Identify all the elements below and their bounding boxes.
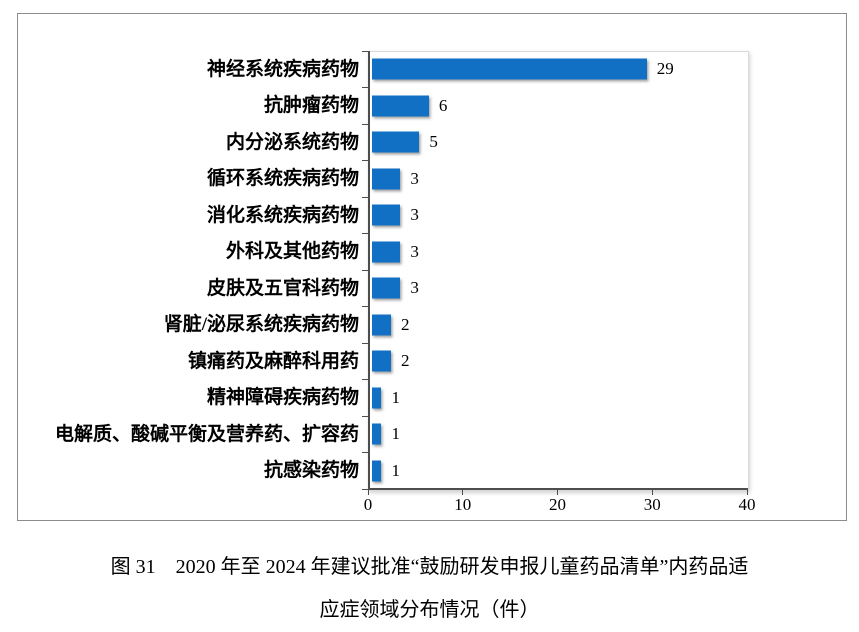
bar-track: 2: [370, 307, 844, 344]
x-axis-tick-label: 40: [738, 495, 756, 514]
bar[interactable]: [372, 131, 420, 153]
y-axis-tick: [362, 160, 369, 161]
y-axis-tick: [362, 306, 369, 307]
bar[interactable]: [372, 204, 401, 226]
bar-row: 神经系统疾病药物 29: [18, 51, 844, 88]
bar-row: 循环系统疾病药物 3: [18, 161, 844, 198]
bar[interactable]: [372, 460, 382, 482]
value-label: 3: [410, 168, 419, 188]
bar-row: 精神障碍疾病药物 1: [18, 380, 844, 417]
bar-row: 抗肿瘤药物 6: [18, 88, 844, 125]
x-axis-line: [368, 488, 748, 490]
plot-area: [368, 51, 749, 491]
figure-caption: 图 31 2020 年至 2024 年建议批准“鼓励研发申报儿童药品清单”内药品…: [0, 546, 859, 632]
bar-track: 6: [370, 88, 844, 125]
x-axis-tick-label: 10: [454, 495, 472, 514]
value-label: 1: [391, 460, 400, 480]
value-label: 3: [410, 241, 419, 261]
x-axis-tick-label: 0: [363, 495, 373, 514]
x-axis-tick: [557, 489, 558, 495]
y-axis-tick: [362, 415, 369, 417]
x-axis-tick-label: 30: [643, 495, 661, 514]
chart-frame: 神经系统疾病药物 29 抗肿瘤药物 6 内分泌系统药物 5 循环系统疾病药物 3 消化系统疾病药…: [17, 13, 847, 521]
y-axis-tick: [362, 50, 369, 52]
bar[interactable]: [372, 58, 647, 80]
category-label: 抗感染药物: [263, 460, 359, 482]
y-axis-tick: [362, 488, 369, 490]
y-axis-tick: [362, 87, 369, 88]
bar-track: 2: [370, 343, 844, 380]
x-axis-tick-label: 20: [549, 495, 566, 514]
bar-row: 镇痛药及麻醉科用药 2: [18, 343, 844, 380]
y-axis-tick: [362, 342, 369, 344]
bar-row: 内分泌系统药物 5: [18, 124, 844, 161]
x-axis-tick: [462, 489, 464, 495]
bar-rows: 神经系统疾病药物 29 抗肿瘤药物 6 内分泌系统药物 5 循环系统疾病药物 3 消化系统疾病药…: [18, 51, 844, 489]
bar[interactable]: [372, 314, 391, 336]
value-label: 2: [400, 351, 410, 371]
bar[interactable]: [372, 168, 401, 190]
category-label: 外科及其他药物: [225, 241, 359, 263]
bar-track: 3: [370, 197, 844, 234]
category-label: 内分泌系统药物: [225, 131, 359, 153]
y-axis-tick: [362, 123, 369, 125]
value-label: 29: [656, 59, 674, 79]
y-axis-line: [368, 51, 370, 489]
category-label: 皮肤及五官科药物: [206, 277, 359, 299]
bar-row: 外科及其他药物 3: [18, 234, 844, 271]
value-label: 3: [410, 205, 419, 225]
bar[interactable]: [372, 277, 401, 299]
x-axis-tick: [746, 489, 748, 495]
bar-row: 消化系统疾病药物 3: [18, 197, 844, 234]
caption-line-1: 图 31 2020 年至 2024 年建议批准“鼓励研发申报儿童药品清单”内药品…: [110, 556, 749, 578]
category-label: 消化系统疾病药物: [206, 204, 359, 226]
y-axis-tick: [362, 452, 369, 453]
bar[interactable]: [372, 387, 382, 409]
bar[interactable]: [372, 241, 401, 263]
value-label: 1: [391, 387, 400, 407]
category-label: 镇痛药及麻醉科用药: [187, 350, 359, 372]
value-label: 6: [438, 95, 448, 115]
category-label: 精神障碍疾病药物: [206, 387, 359, 409]
bar[interactable]: [372, 95, 429, 117]
value-label: 2: [400, 314, 410, 334]
value-label: 3: [410, 278, 419, 298]
y-axis-tick: [362, 379, 369, 380]
category-label: 循环系统疾病药物: [206, 168, 359, 190]
value-label: 5: [429, 132, 438, 152]
bar-track: 5: [370, 124, 844, 161]
bar-track: 3: [370, 161, 844, 198]
bar-row: 肾脏/泌尿系统疾病药物 2: [18, 307, 844, 344]
category-label: 肾脏/泌尿系统疾病药物: [163, 314, 359, 336]
bar-track: 1: [370, 453, 844, 490]
y-axis-tick: [362, 269, 369, 271]
bar[interactable]: [372, 423, 382, 445]
bar-track: 1: [370, 416, 844, 453]
bar-row: 皮肤及五官科药物 3: [18, 270, 844, 307]
category-label: 抗肿瘤药物: [263, 95, 359, 117]
x-axis-tick: [367, 489, 369, 495]
value-label: 1: [391, 424, 400, 444]
y-axis-tick: [362, 196, 369, 198]
bar-track: 29: [370, 51, 844, 88]
bar-track: 3: [370, 234, 844, 271]
bar[interactable]: [372, 350, 391, 372]
bar-row: 电解质、酸碱平衡及营养药、扩容药 1: [18, 416, 844, 453]
caption-line-2: 应症领域分布情况（件）: [319, 599, 540, 621]
y-axis-tick: [362, 233, 369, 234]
bar-track: 1: [370, 380, 844, 417]
category-label: 电解质、酸碱平衡及营养药、扩容药: [54, 423, 359, 445]
bar-track: 3: [370, 270, 844, 307]
x-axis-tick: [651, 489, 653, 495]
bar-row: 抗感染药物 1: [18, 453, 844, 490]
category-label: 神经系统疾病药物: [206, 58, 359, 80]
